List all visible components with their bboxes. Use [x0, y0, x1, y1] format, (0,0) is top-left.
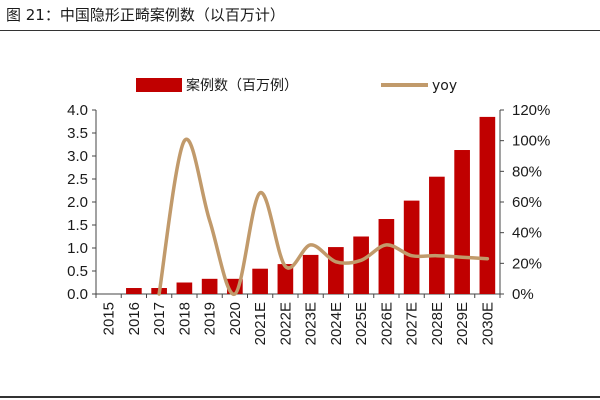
- x-tick-label: 2023E: [303, 302, 320, 345]
- bar-2019: [201, 278, 218, 294]
- left-tick-label: 3.0: [67, 148, 88, 165]
- bar-2027E: [403, 200, 420, 294]
- legend-line-label: yoy: [432, 78, 457, 94]
- bar-2023E: [302, 254, 319, 294]
- x-tick-label: 2026E: [378, 302, 395, 345]
- x-tick-label: 2017: [151, 302, 168, 335]
- x-tick-label: 2028E: [429, 302, 446, 345]
- x-tick-label: 2029E: [454, 302, 471, 345]
- x-tick-label: 2021E: [252, 302, 269, 345]
- x-tick-label: 2025E: [353, 302, 370, 345]
- legend: 案例数（百万例） yoy: [136, 77, 457, 94]
- left-tick-label: 2.5: [67, 171, 88, 188]
- bar-2030E: [479, 116, 496, 295]
- x-tick-label: 2015: [101, 302, 118, 335]
- x-tick-label: 2020: [227, 302, 244, 335]
- right-tick-label: 80%: [512, 163, 542, 180]
- bar-2024E: [328, 247, 344, 294]
- left-tick-label: 1.0: [67, 240, 88, 257]
- x-tick-label: 2027E: [404, 302, 421, 345]
- left-tick-label: 0.0: [67, 286, 88, 303]
- legend-bar-label: 案例数（百万例）: [186, 77, 298, 94]
- yoy-line: [157, 137, 490, 296]
- bar-2016: [126, 288, 142, 294]
- left-tick-label: 0.5: [67, 263, 88, 280]
- bar-2028E: [429, 176, 445, 294]
- bar-2029E: [454, 150, 470, 294]
- x-tick-label: 2016: [126, 302, 143, 335]
- x-tick-label: 2030E: [479, 302, 496, 345]
- bar-2021E: [252, 268, 268, 294]
- bottom-divider: [0, 396, 600, 398]
- right-tick-label: 60%: [512, 194, 542, 211]
- right-tick-label: 40%: [512, 225, 542, 242]
- x-tick-label: 2018: [176, 302, 193, 335]
- left-tick-label: 3.5: [67, 125, 88, 142]
- plot-area: 0.0 0.5 1.0 1.5 2.0 2.5 3.0 3.5 4.0 0% 20% 40% 60% 80…: [67, 102, 550, 345]
- right-tick-label: 20%: [512, 255, 542, 272]
- figure-title: 图 21：中国隐形正畸案例数（以百万计）: [6, 6, 285, 24]
- right-tick-label: 0%: [512, 286, 534, 303]
- right-tick-label: 100%: [512, 133, 550, 150]
- top-divider: [0, 30, 600, 31]
- x-tick-label: 2022E: [277, 302, 294, 345]
- left-tick-label: 2.0: [67, 194, 88, 211]
- bar-2022E: [277, 264, 294, 294]
- right-tick-label: 120%: [512, 102, 550, 119]
- left-tick-label: 4.0: [67, 102, 88, 119]
- bar-2025E: [353, 236, 369, 294]
- legend-bar-swatch: [136, 78, 182, 92]
- bar-2018: [176, 282, 193, 294]
- x-tick-label: 2024E: [328, 302, 345, 345]
- x-tick-label: 2019: [202, 302, 219, 335]
- bar-2026E: [378, 219, 395, 294]
- left-tick-label: 1.5: [67, 217, 88, 234]
